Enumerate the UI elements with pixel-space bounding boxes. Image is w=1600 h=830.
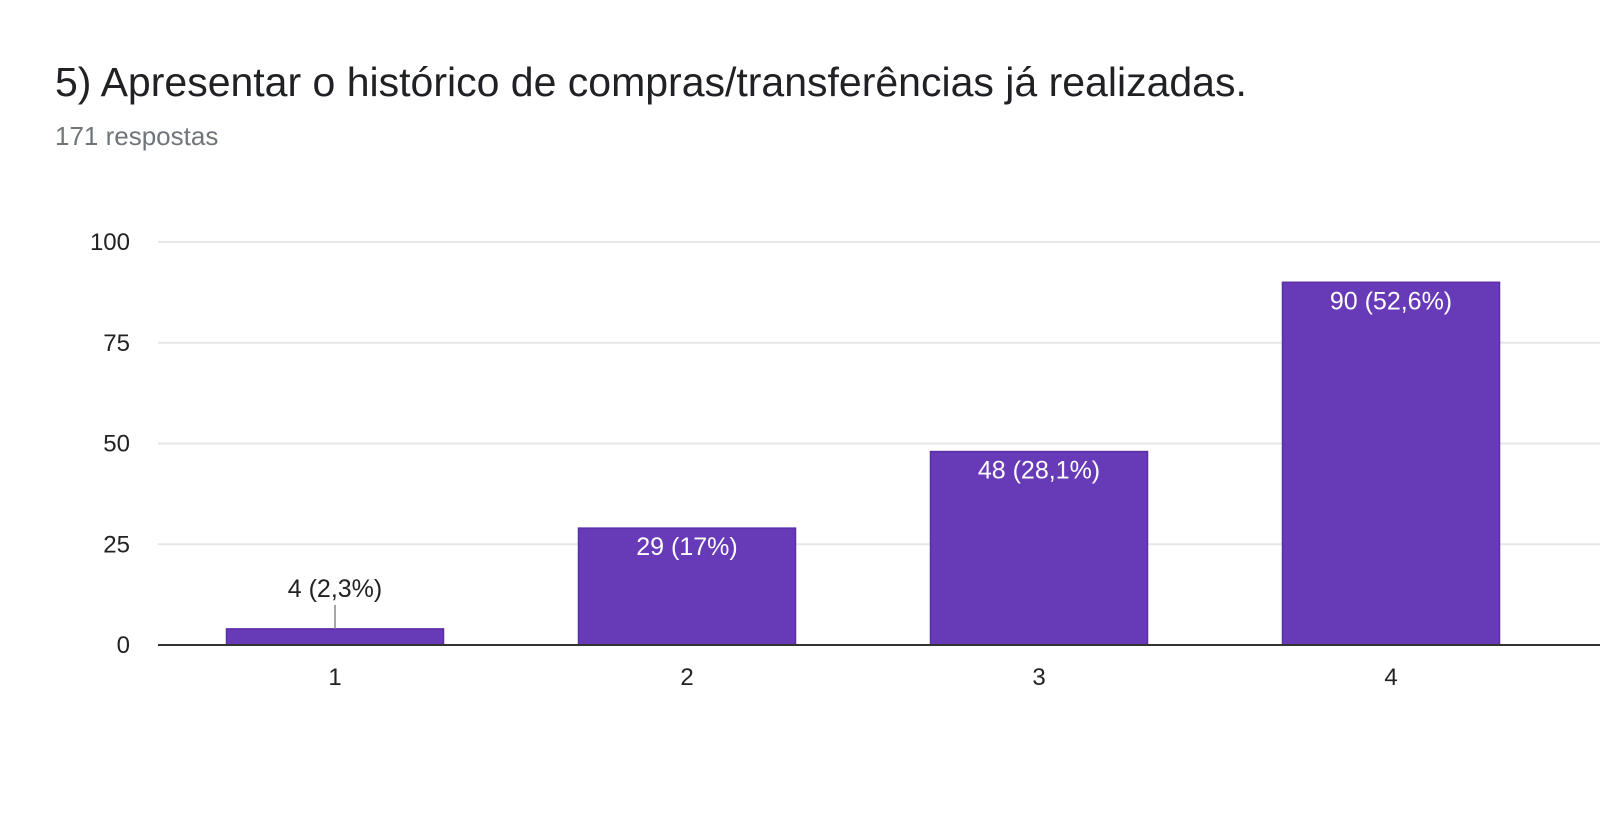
- x-tick-label-3: 3: [1032, 664, 1045, 691]
- bar-3: [929, 450, 1149, 646]
- x-tick-label-1: 1: [328, 664, 341, 691]
- y-tick-label-25: 25: [103, 531, 130, 558]
- y-tick-label-75: 75: [103, 330, 130, 357]
- y-tick-label-0: 0: [117, 632, 130, 659]
- chart-title: 5) Apresentar o histórico de compras/tra…: [55, 59, 1247, 105]
- bars: [225, 281, 1501, 646]
- data-label-3: 48 (28,1%): [978, 457, 1100, 485]
- data-label-4: 90 (52,6%): [1330, 287, 1452, 315]
- x-tick-label-4: 4: [1384, 664, 1397, 691]
- bar-4: [1281, 281, 1501, 646]
- bar-2: [577, 527, 797, 646]
- x-axis-ticks: 1 2 3 4: [328, 664, 1397, 691]
- y-axis-ticks: 0 25 50 75 100: [90, 229, 130, 659]
- bar-1: [225, 628, 445, 646]
- data-label-2: 29 (17%): [636, 533, 737, 561]
- data-labels: 4 (2,3%) 29 (17%) 48 (28,1%) 90 (52,6%): [288, 287, 1452, 629]
- x-tick-label-2: 2: [680, 664, 693, 691]
- y-tick-label-100: 100: [90, 229, 130, 256]
- response-count: 171 respostas: [55, 121, 219, 151]
- y-tick-label-50: 50: [103, 431, 130, 458]
- data-label-1: 4 (2,3%): [288, 575, 382, 603]
